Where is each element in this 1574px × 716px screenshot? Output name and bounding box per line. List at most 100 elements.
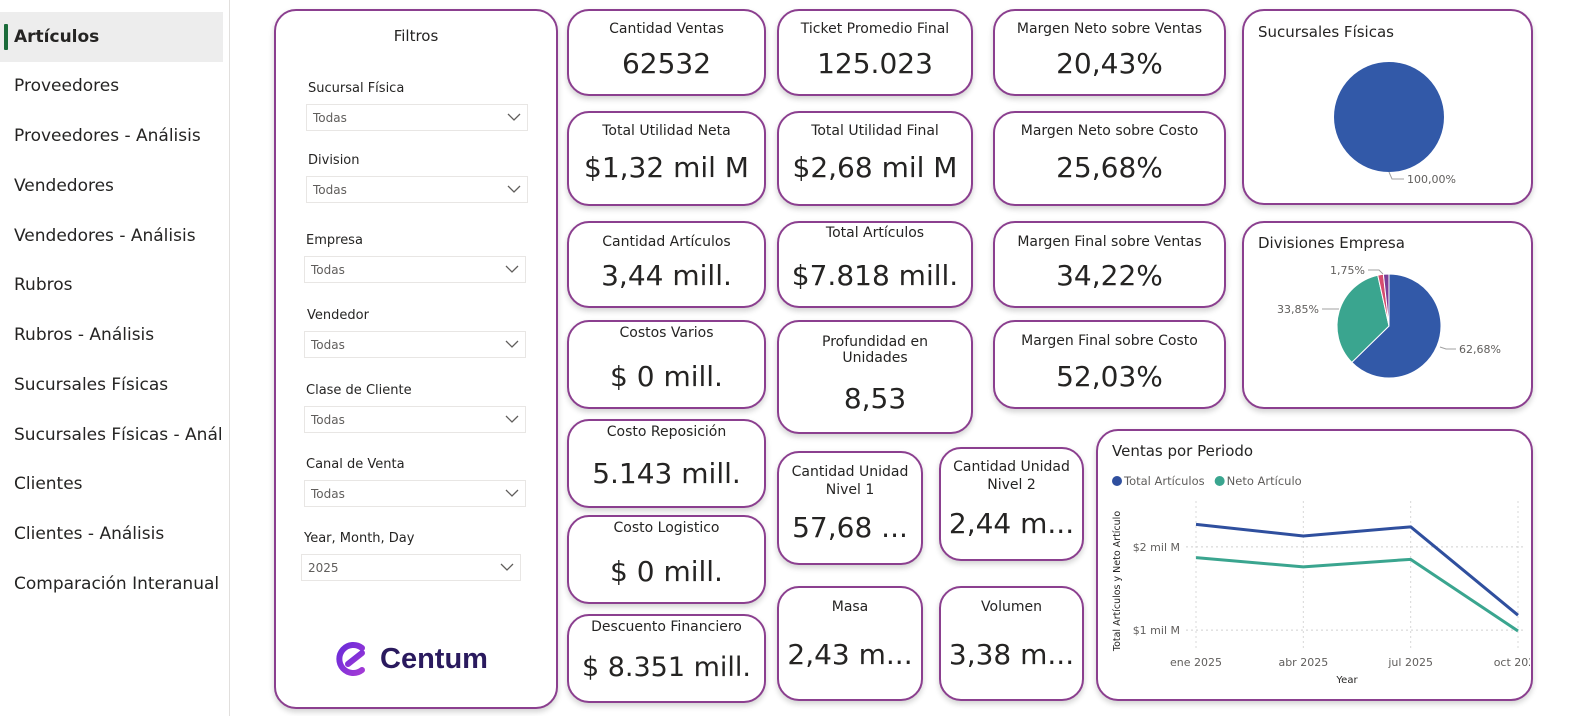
x-tick-label: abr 2025 — [1278, 656, 1328, 669]
chevron-down-icon — [505, 265, 519, 273]
series-line — [1195, 556, 1519, 633]
kpi-volumen: Volumen 3,38 m... — [939, 586, 1084, 701]
legend-label: Neto Artículo — [1227, 474, 1302, 488]
pie-leader-line — [1368, 269, 1384, 275]
sidebar: Artículos Proveedores Proveedores - Anál… — [0, 0, 230, 716]
filter-label-sucursal: Sucursal Física — [308, 81, 405, 96]
y-tick-label: $2 mil M — [1133, 541, 1180, 554]
x-axis-title: Year — [1335, 675, 1358, 686]
filter-select-sucursal[interactable]: Todas — [306, 104, 528, 131]
kpi-value: 34,22% — [1056, 259, 1163, 292]
kpi-cantidad-articulos: Cantidad Artículos 3,44 mill. — [567, 221, 766, 308]
kpi-title: Descuento Financiero — [591, 619, 742, 635]
filter-select-empresa[interactable]: Todas — [304, 256, 526, 283]
kpi-total-articulos: Total Artículos $7.818 mill. — [777, 221, 973, 308]
kpi-title: Costos Varios — [619, 325, 714, 341]
filter-value-vendedor: Todas — [311, 337, 345, 352]
filter-select-division[interactable]: Todas — [306, 176, 528, 203]
kpi-margen-final-ventas: Margen Final sobre Ventas 34,22% — [993, 221, 1226, 308]
centum-logo-icon — [336, 642, 365, 676]
kpi-value: 5.143 mill. — [592, 457, 741, 490]
kpi-value: $2,68 mil M — [792, 151, 958, 184]
pie-chart-sucursales: 100,00% — [1334, 62, 1456, 186]
filter-select-date[interactable]: 2025 — [301, 554, 521, 581]
nav-item-vendedores-analisis[interactable]: Vendedores - Análisis — [14, 226, 196, 246]
line-chart-ventas: Total Artículos Neto Artículo $1 mil M $2 m… — [1112, 474, 1530, 686]
nav-item-proveedores[interactable]: Proveedores — [14, 76, 120, 96]
kpi-costo-reposicion: Costo Reposición 5.143 mill. — [567, 419, 766, 508]
kpi-title: Costo Logistico — [613, 520, 720, 536]
kpi-value: $ 0 mill. — [610, 360, 723, 393]
legend-label: Total Artículos — [1123, 474, 1205, 488]
filter-label-vendedor: Vendedor — [307, 308, 369, 323]
filter-label-canal-venta: Canal de Venta — [306, 457, 405, 472]
kpi-title-line2: Nivel 2 — [987, 477, 1036, 493]
kpi-value: 25,68% — [1056, 151, 1163, 184]
nav-item-sucursales-fisicas[interactable]: Sucursales Físicas — [14, 375, 169, 395]
kpi-title: Volumen — [981, 599, 1042, 615]
kpi-title: Margen Final sobre Ventas — [1017, 234, 1202, 250]
kpi-title: Total Artículos — [825, 225, 925, 241]
kpi-value: 52,03% — [1056, 360, 1163, 393]
kpi-cantidad-unidad-nivel2: Cantidad Unidad Nivel 2 2,44 m... — [939, 447, 1084, 561]
kpi-value: 62532 — [621, 47, 712, 80]
nav-item-vendedores[interactable]: Vendedores — [14, 176, 114, 196]
filter-select-vendedor[interactable]: Todas — [304, 331, 526, 358]
filter-select-canal-venta[interactable]: Todas — [304, 480, 526, 507]
kpi-value: 8,53 — [843, 382, 907, 415]
pie-slice-label: 1,75% — [1330, 264, 1365, 277]
y-axis-title: Total Artículos y Neto Artículo — [1112, 511, 1123, 652]
kpi-value: 125.023 — [817, 47, 933, 80]
pie-slice-label: 62,68% — [1459, 343, 1501, 356]
pie-card-divisiones: Divisiones Empresa 62,68% 33,85% 1,75% — [1242, 221, 1533, 409]
pie-leader-line — [1388, 171, 1404, 180]
pie-slice — [1351, 273, 1442, 379]
filter-value-sucursal: Todas — [313, 110, 347, 125]
pie-chart-divisiones: 62,68% 33,85% 1,75% — [1277, 264, 1501, 379]
kpi-value: $7.818 mill. — [791, 259, 959, 292]
nav-item-clientes-analisis[interactable]: Clientes - Análisis — [14, 524, 165, 544]
kpi-title: Ticket Promedio Final — [800, 21, 950, 37]
filter-value-canal-venta: Todas — [311, 486, 345, 501]
pie-slice — [1334, 62, 1444, 172]
kpi-title: Costo Reposición — [606, 424, 727, 440]
nav-item-sucursales-fisicas-analisis[interactable]: Sucursales Físicas - Anál... — [14, 425, 223, 445]
kpi-value: 20,43% — [1056, 47, 1163, 80]
y-tick-label: $1 mil M — [1133, 624, 1180, 637]
nav-item-articulos[interactable]: Artículos — [0, 12, 223, 62]
nav-item-proveedores-analisis[interactable]: Proveedores - Análisis — [14, 126, 201, 146]
pie-slice-label: 100,00% — [1407, 173, 1456, 186]
pie-title: Sucursales Físicas — [1258, 23, 1394, 41]
kpi-value: $ 8.351 mill. — [581, 652, 752, 683]
nav-item-rubros[interactable]: Rubros — [14, 275, 73, 295]
nav-item-comparacion-interanual[interactable]: Comparación Interanual — [14, 574, 220, 594]
chevron-down-icon — [507, 185, 521, 193]
kpi-value: 3,44 mill. — [601, 259, 732, 292]
pie-slice — [1336, 274, 1390, 364]
chevron-down-icon — [505, 340, 519, 348]
centum-logo-text: Centum — [380, 642, 488, 675]
x-tick-label: oct 2025 — [1494, 656, 1530, 669]
pie-slice — [1382, 273, 1390, 327]
filter-select-clase-cliente[interactable]: Todas — [304, 406, 526, 433]
pie-leader-line — [1439, 346, 1456, 350]
kpi-costos-varios: Costos Varios $ 0 mill. — [567, 320, 766, 409]
kpi-title: Total Utilidad Final — [811, 123, 939, 139]
nav-item-rubros-analisis[interactable]: Rubros - Análisis — [14, 325, 155, 345]
kpi-title-line1: Cantidad Unidad — [791, 464, 909, 480]
kpi-title: Cantidad Artículos — [602, 234, 731, 250]
kpi-title-line1: Cantidad Unidad — [953, 459, 1070, 475]
filter-label-division: Division — [308, 153, 360, 168]
legend-marker — [1214, 476, 1225, 486]
kpi-ticket-promedio: Ticket Promedio Final 125.023 — [777, 9, 973, 96]
kpi-title: Margen Neto sobre Ventas — [1016, 21, 1203, 37]
pie-slice-label: 33,85% — [1277, 303, 1319, 316]
nav-item-clientes[interactable]: Clientes — [14, 474, 83, 494]
filter-value-clase-cliente: Todas — [311, 412, 345, 427]
kpi-profundidad-unidades: Profundidad en Unidades 8,53 — [777, 320, 973, 434]
chevron-down-icon — [500, 563, 514, 571]
pie-card-sucursales: Sucursales Físicas 100,00% — [1242, 9, 1533, 205]
filter-label-clase-cliente: Clase de Cliente — [306, 383, 412, 398]
kpi-margen-neto-ventas: Margen Neto sobre Ventas 20,43% — [993, 9, 1226, 96]
kpi-cantidad-ventas: Cantidad Ventas 62532 — [567, 9, 766, 96]
